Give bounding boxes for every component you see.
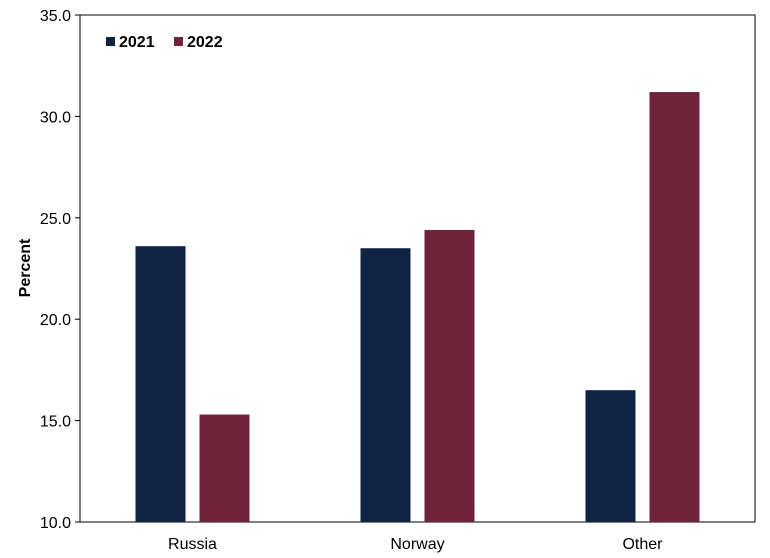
legend-swatch-2021 xyxy=(106,37,115,46)
bar-other-2021 xyxy=(585,390,636,522)
y-tick-label: 15.0 xyxy=(40,414,71,431)
x-axis: Russia Norway Other xyxy=(168,536,663,553)
x-tick-label: Norway xyxy=(390,536,444,553)
y-tick-label: 20.0 xyxy=(40,312,71,329)
bar-norway-2022 xyxy=(424,229,475,522)
bar-russia-2021 xyxy=(135,246,186,522)
bar-other-2022 xyxy=(649,92,700,523)
y-tick-label: 30.0 xyxy=(40,109,71,126)
legend-label-2021: 2021 xyxy=(119,34,155,51)
x-tick-label: Russia xyxy=(168,536,217,553)
y-tick-label: 35.0 xyxy=(40,8,71,25)
legend-label-2022: 2022 xyxy=(187,34,223,51)
y-tick-label: 25.0 xyxy=(40,211,71,228)
plot-area xyxy=(79,14,756,523)
y-axis-title: Percent xyxy=(17,238,34,297)
bar-norway-2021 xyxy=(360,248,411,522)
bar-russia-2022 xyxy=(199,414,250,522)
x-tick-label: Other xyxy=(622,536,663,553)
y-axis: 10.0 15.0 20.0 25.0 30.0 35.0 xyxy=(40,8,80,532)
y-tick-label: 10.0 xyxy=(40,515,71,532)
legend: 2021 2022 xyxy=(106,34,223,51)
legend-swatch-2022 xyxy=(174,37,183,46)
bars-layer xyxy=(135,92,700,523)
